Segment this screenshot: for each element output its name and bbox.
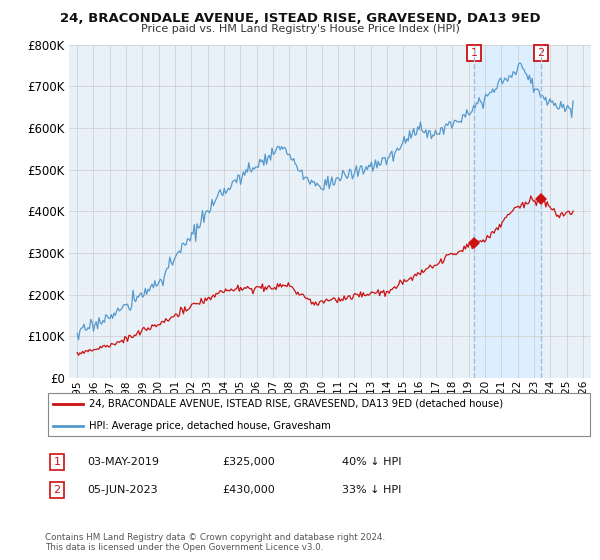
Text: 24, BRACONDALE AVENUE, ISTEAD RISE, GRAVESEND, DA13 9ED: 24, BRACONDALE AVENUE, ISTEAD RISE, GRAV… xyxy=(59,12,541,25)
Text: 24, BRACONDALE AVENUE, ISTEAD RISE, GRAVESEND, DA13 9ED (detached house): 24, BRACONDALE AVENUE, ISTEAD RISE, GRAV… xyxy=(89,399,503,409)
Bar xyxy=(474,45,541,378)
Text: £325,000: £325,000 xyxy=(222,457,275,467)
Text: 1: 1 xyxy=(53,457,61,467)
Text: £430,000: £430,000 xyxy=(222,485,275,495)
Text: Price paid vs. HM Land Registry's House Price Index (HPI): Price paid vs. HM Land Registry's House … xyxy=(140,24,460,34)
Text: 03-MAY-2019: 03-MAY-2019 xyxy=(87,457,159,467)
Text: 2: 2 xyxy=(53,485,61,495)
Text: Contains HM Land Registry data © Crown copyright and database right 2024.: Contains HM Land Registry data © Crown c… xyxy=(45,533,385,542)
Text: 40% ↓ HPI: 40% ↓ HPI xyxy=(342,457,401,467)
FancyBboxPatch shape xyxy=(48,393,590,436)
Text: 2: 2 xyxy=(537,48,544,58)
Text: This data is licensed under the Open Government Licence v3.0.: This data is licensed under the Open Gov… xyxy=(45,543,323,552)
Text: 1: 1 xyxy=(470,48,478,58)
Text: HPI: Average price, detached house, Gravesham: HPI: Average price, detached house, Grav… xyxy=(89,421,331,431)
Text: 33% ↓ HPI: 33% ↓ HPI xyxy=(342,485,401,495)
Text: 05-JUN-2023: 05-JUN-2023 xyxy=(87,485,158,495)
